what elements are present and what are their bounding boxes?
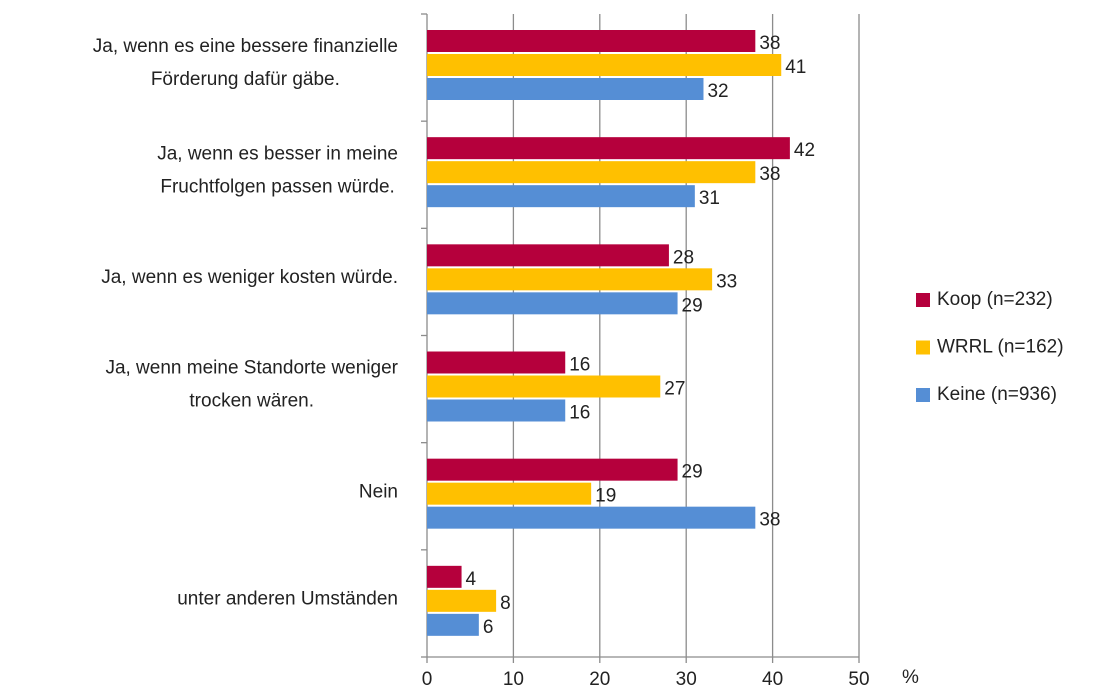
- value-label: 6: [483, 617, 494, 638]
- value-label: 4: [466, 569, 477, 590]
- bar: [427, 54, 782, 76]
- y-tick-label: unter anderen Umständen: [177, 588, 398, 609]
- bar: [427, 351, 566, 374]
- value-label: 29: [682, 295, 703, 316]
- bar: [427, 613, 479, 636]
- bar: [427, 506, 756, 529]
- x-axis-label: %: [902, 667, 919, 688]
- legend-swatch: [916, 293, 930, 307]
- bar: [427, 458, 678, 481]
- x-tick-label: 40: [762, 669, 783, 690]
- bar: [427, 589, 497, 612]
- bar: [427, 375, 661, 398]
- y-tick-label: Ja, wenn es weniger kosten würde.: [101, 267, 398, 288]
- x-tick-label: 20: [589, 669, 610, 690]
- value-label: 27: [664, 379, 685, 400]
- bar: [427, 399, 566, 422]
- legend-label: Koop (n=232): [937, 289, 1053, 310]
- bar: [427, 185, 695, 208]
- bar: [427, 137, 790, 160]
- bar: [427, 292, 678, 315]
- y-tick-label: Ja, wenn es besser in meine Fruchtfolgen …: [157, 143, 398, 197]
- value-label: 38: [759, 33, 780, 54]
- bar: [427, 78, 704, 100]
- legend-label: Keine (n=936): [937, 384, 1057, 405]
- x-tick-label: 50: [848, 669, 869, 690]
- bar: [427, 244, 669, 267]
- x-tick-label: 30: [676, 669, 697, 690]
- value-label: 29: [682, 462, 703, 483]
- y-tick-label: Ja, wenn meine Standorte weniger trocken …: [105, 358, 398, 412]
- x-tick-label: 0: [422, 669, 433, 690]
- x-tick-label: 10: [503, 669, 524, 690]
- bar: [427, 482, 592, 505]
- value-label: 38: [759, 510, 780, 531]
- value-label: 41: [785, 57, 806, 78]
- legend-swatch: [916, 340, 930, 355]
- value-label: 16: [569, 403, 590, 424]
- value-label: 32: [707, 81, 728, 102]
- value-label: 31: [699, 188, 720, 209]
- value-label: 33: [716, 271, 737, 292]
- value-label: 16: [569, 355, 590, 376]
- bar: [427, 30, 756, 52]
- value-label: 38: [759, 164, 780, 185]
- bar: [427, 565, 462, 588]
- value-label: 8: [500, 593, 511, 614]
- value-label: 42: [794, 140, 815, 161]
- value-label: 28: [673, 247, 694, 268]
- value-label: 19: [595, 486, 616, 507]
- legend-label: WRRL (n=162): [937, 337, 1064, 358]
- bar: [427, 268, 713, 291]
- bar: [427, 161, 756, 184]
- legend-swatch: [916, 388, 930, 402]
- y-tick-label: Ja, wenn es eine bessere finanzielle Förd…: [93, 36, 398, 90]
- y-tick-label: Nein: [359, 481, 398, 502]
